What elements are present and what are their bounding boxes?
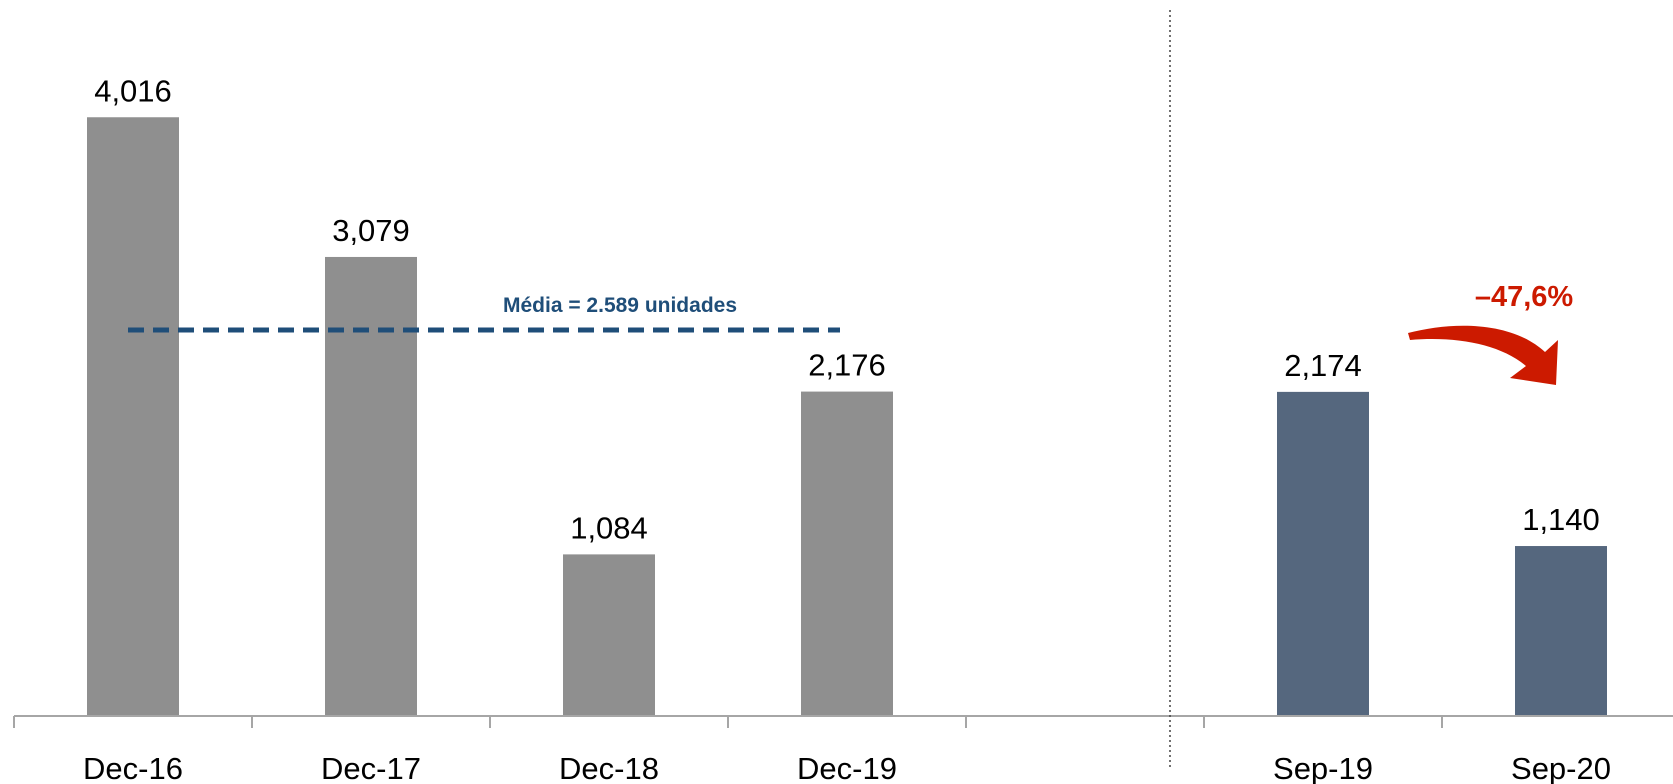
bars-group [87,117,1607,716]
bar-sep-20 [1515,546,1607,716]
tick-label-sep-19: Sep-19 [1273,751,1373,784]
bar-dec-19 [801,391,893,716]
data-label-dec-18: 1,084 [570,510,648,545]
bar-dec-18 [563,554,655,716]
change-label: –47,6% [1475,281,1574,313]
average-label: Média = 2.589 unidades [503,294,737,317]
tick-label-sep-20: Sep-20 [1511,751,1611,784]
bar-dec-17 [325,256,417,716]
decrease-arrow-icon [1408,325,1558,385]
data-label-dec-19: 2,176 [808,348,886,383]
data-label-dec-17: 3,079 [332,213,410,248]
value-labels-group: 4,016 3,079 1,084 2,176 2,174 1,140 [94,73,1600,545]
tick-label-dec-18: Dec-18 [559,751,659,784]
x-axis-ticks [13,716,1443,728]
bar-sep-19 [1277,391,1369,716]
bar-dec-16 [87,117,179,716]
tick-label-dec-19: Dec-19 [797,751,897,784]
tick-label-dec-16: Dec-16 [83,751,183,784]
data-label-sep-20: 1,140 [1522,502,1600,537]
data-label-dec-16: 4,016 [94,73,172,108]
data-label-sep-19: 2,174 [1284,348,1362,383]
x-axis-tick-labels: Dec-16 Dec-17 Dec-18 Dec-19 Sep-19 Sep-20 [83,751,1611,784]
tick-label-dec-17: Dec-17 [321,751,421,784]
